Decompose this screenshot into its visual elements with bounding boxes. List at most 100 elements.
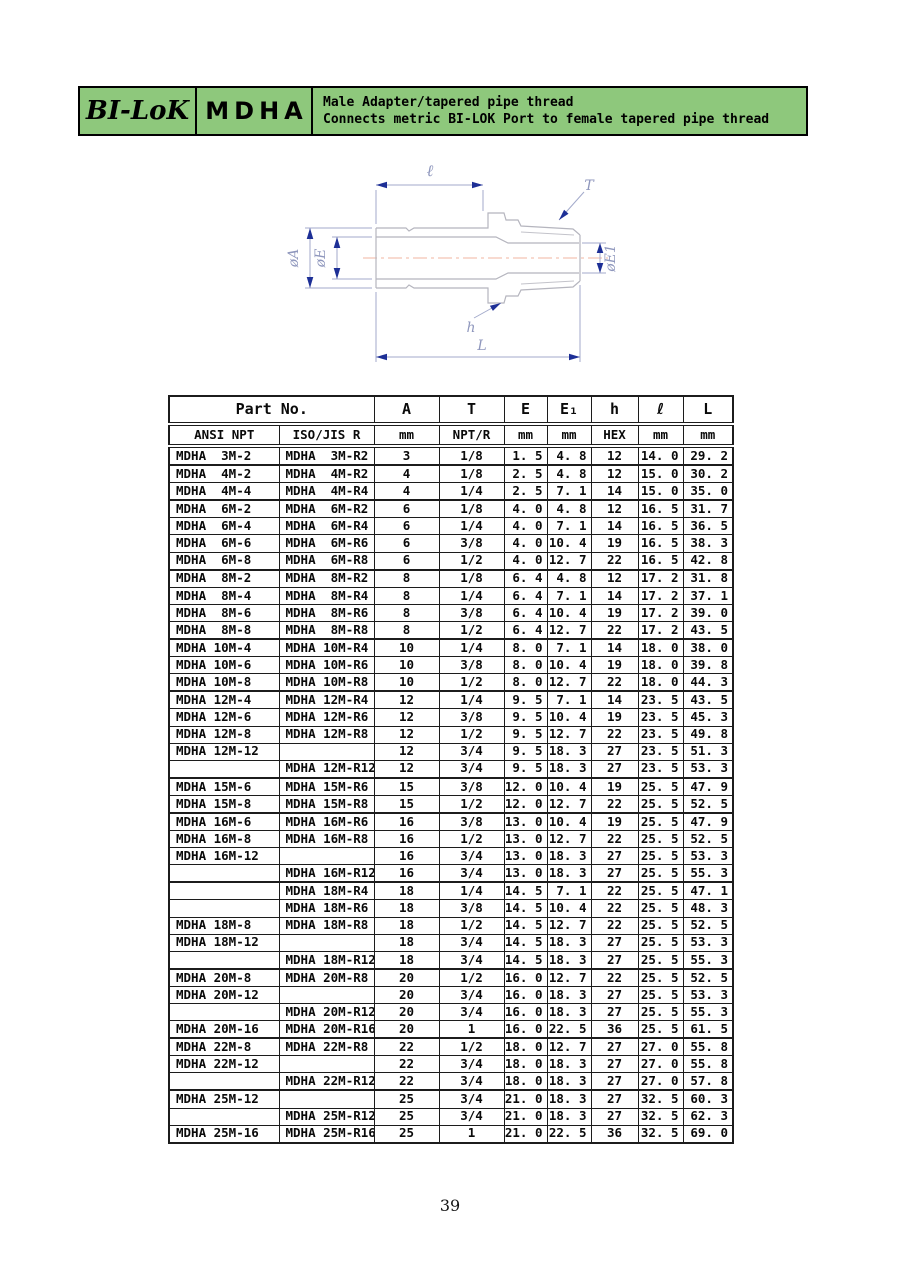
dim-e1-value: 12. 7: [546, 916, 592, 935]
ansi-part-no: MDHA 16M-6: [168, 812, 280, 832]
dim-e-value: 6. 4: [503, 569, 548, 588]
dim-a-value: 20: [373, 985, 440, 1005]
size-group: MDHA 8M-2 MDHA 8M-R2 8 1/8 6. 4 4. 8 12 17. 2 31…: [168, 569, 734, 640]
table-row: MDHA 25M-12 25 3/4 21. 0 18. 3 27 32. 5 60. 3: [168, 1089, 734, 1109]
dim-h-value: 19: [590, 812, 639, 832]
table-row: MDHA 18M-R12 18 3/4 14. 5 18. 3 27 25. 5 55. 3: [168, 950, 734, 970]
dim-h-value: 36: [590, 1124, 639, 1144]
size-group: MDHA 18M-R4 18 1/4 14. 5 7. 1 22 25. 5 47. 1 MDH…: [168, 881, 734, 970]
dim-e1-value: 7. 1: [546, 482, 592, 501]
dimension-dE: øE: [313, 236, 372, 280]
iso-part-no: MDHA 16M-R6: [278, 812, 375, 832]
header-col-e1: E₁: [546, 395, 592, 426]
dim-e1-value: 18. 3: [546, 864, 592, 883]
fitting-outline: [375, 212, 581, 304]
ansi-part-no: MDHA 12M-4: [168, 690, 280, 710]
dim-t-value: 3/4: [438, 950, 505, 970]
dim-h-value: 12: [590, 499, 639, 519]
table-row: MDHA 10M-4 MDHA 10M-R4 10 1/4 8. 0 7. 1 14 18. …: [168, 638, 734, 658]
dim-e1-value: 10. 4: [546, 899, 592, 918]
dim-h-value: 12: [590, 445, 639, 466]
dim-a-value: 18: [373, 881, 440, 901]
dim-ell-value: 32. 5: [637, 1124, 684, 1144]
dim-ell-value: 18. 0: [637, 673, 684, 692]
header-col-e: E: [503, 395, 548, 426]
iso-part-no: MDHA 20M-R16: [278, 1020, 375, 1039]
ansi-part-no: [168, 1107, 280, 1126]
dim-a-value: 6: [373, 517, 440, 536]
leader-T: T: [558, 178, 595, 221]
dim-e1-value: 18. 3: [546, 847, 592, 866]
ansi-part-no: MDHA 8M-4: [168, 586, 280, 605]
ansi-part-no: MDHA 6M-8: [168, 551, 280, 571]
dim-h-value: 36: [590, 1020, 639, 1039]
table-row: MDHA 16M-8 MDHA 16M-R8 16 1/2 13. 0 12. 7 22 25…: [168, 830, 734, 849]
iso-part-no: MDHA 20M-R12: [278, 1002, 375, 1022]
dim-a-value: 4: [373, 464, 440, 484]
iso-part-no: MDHA 18M-R12: [278, 950, 375, 970]
dim-a-value: 25: [373, 1124, 440, 1144]
ansi-part-no: MDHA 8M-6: [168, 603, 280, 622]
dim-ell-value: 25. 5: [637, 864, 684, 883]
dim-l-value: 53. 3: [682, 759, 734, 779]
iso-part-no: MDHA 4M-R4: [278, 482, 375, 501]
iso-part-no: MDHA 6M-R8: [278, 551, 375, 571]
ansi-part-no: MDHA 4M-2: [168, 464, 280, 484]
dim-e1-value: 12. 7: [546, 725, 592, 744]
dim-a-value: 12: [373, 708, 440, 727]
dim-h-value: 27: [590, 950, 639, 970]
dim-t-value: 3/4: [438, 1072, 505, 1091]
dim-e-value: 18. 0: [503, 1055, 548, 1074]
dim-e1-value: 18. 3: [546, 1002, 592, 1022]
dim-a-value: 6: [373, 551, 440, 571]
dim-ell-value: 18. 0: [637, 638, 684, 658]
dim-e-value: 4. 0: [503, 517, 548, 536]
dim-ell-value: 16. 5: [637, 534, 684, 553]
dim-e-value: 14. 5: [503, 899, 548, 918]
dim-t-value: 3/4: [438, 759, 505, 779]
dim-ell-value: 25. 5: [637, 1002, 684, 1022]
dim-t-value: 1/4: [438, 517, 505, 536]
dim-a-value: 10: [373, 656, 440, 675]
iso-part-no: [278, 847, 375, 866]
dim-e1-value: 10. 4: [546, 534, 592, 553]
dim-e1-value: 10. 4: [546, 708, 592, 727]
ansi-part-no: [168, 950, 280, 970]
dim-e1-value: 4. 8: [546, 569, 592, 588]
leader-h: h: [466, 302, 502, 336]
dim-t-value: 3/4: [438, 1002, 505, 1022]
dim-h-value: 19: [590, 656, 639, 675]
dim-e-value: 18. 0: [503, 1072, 548, 1091]
dim-t-value: 1/4: [438, 638, 505, 658]
ansi-part-no: MDHA 6M-6: [168, 534, 280, 553]
dim-ell-value: 25. 5: [637, 812, 684, 832]
table-header-row: Part No. A T E E₁ h ℓ L: [168, 395, 734, 426]
model-code: MDHA: [197, 88, 313, 134]
subheader-e: mm: [503, 423, 548, 448]
ansi-part-no: MDHA 10M-6: [168, 656, 280, 675]
ansi-part-no: MDHA 3M-2: [168, 445, 280, 466]
iso-part-no: MDHA 25M-R16: [278, 1124, 375, 1144]
dim-h-value: 27: [590, 985, 639, 1005]
dim-a-value: 20: [373, 968, 440, 987]
dim-h-value: 14: [590, 690, 639, 710]
table-row: MDHA 22M-12 22 3/4 18. 0 18. 3 27 27. 0 55. 8: [168, 1055, 734, 1074]
dim-e-value: 6. 4: [503, 603, 548, 622]
dim-t-value: 1/2: [438, 620, 505, 640]
dim-h-value: 27: [590, 1055, 639, 1074]
dim-ell-value: 25. 5: [637, 777, 684, 796]
ansi-part-no: MDHA 16M-12: [168, 847, 280, 866]
dimension-dE1: øE1: [582, 242, 619, 274]
dim-ell-value: 27. 0: [637, 1055, 684, 1074]
dim-l-value: 47. 9: [682, 812, 734, 832]
size-group: MDHA 15M-6 MDHA 15M-R6 15 3/8 12. 0 10. 4 19 25…: [168, 777, 734, 814]
dim-a-value: 22: [373, 1055, 440, 1074]
dim-e-value: 9. 5: [503, 759, 548, 779]
dim-e1-value: 12. 7: [546, 551, 592, 571]
dim-h-value: 27: [590, 759, 639, 779]
dim-ell-value: 23. 5: [637, 759, 684, 779]
dim-l-value: 52. 5: [682, 830, 734, 849]
table-row: MDHA 12M-12 12 3/4 9. 5 18. 3 27 23. 5 51. 3: [168, 742, 734, 761]
dimension-dA: øA: [286, 227, 372, 289]
table-row: MDHA 10M-6 MDHA 10M-R6 10 3/8 8. 0 10. 4 19 18.…: [168, 656, 734, 675]
